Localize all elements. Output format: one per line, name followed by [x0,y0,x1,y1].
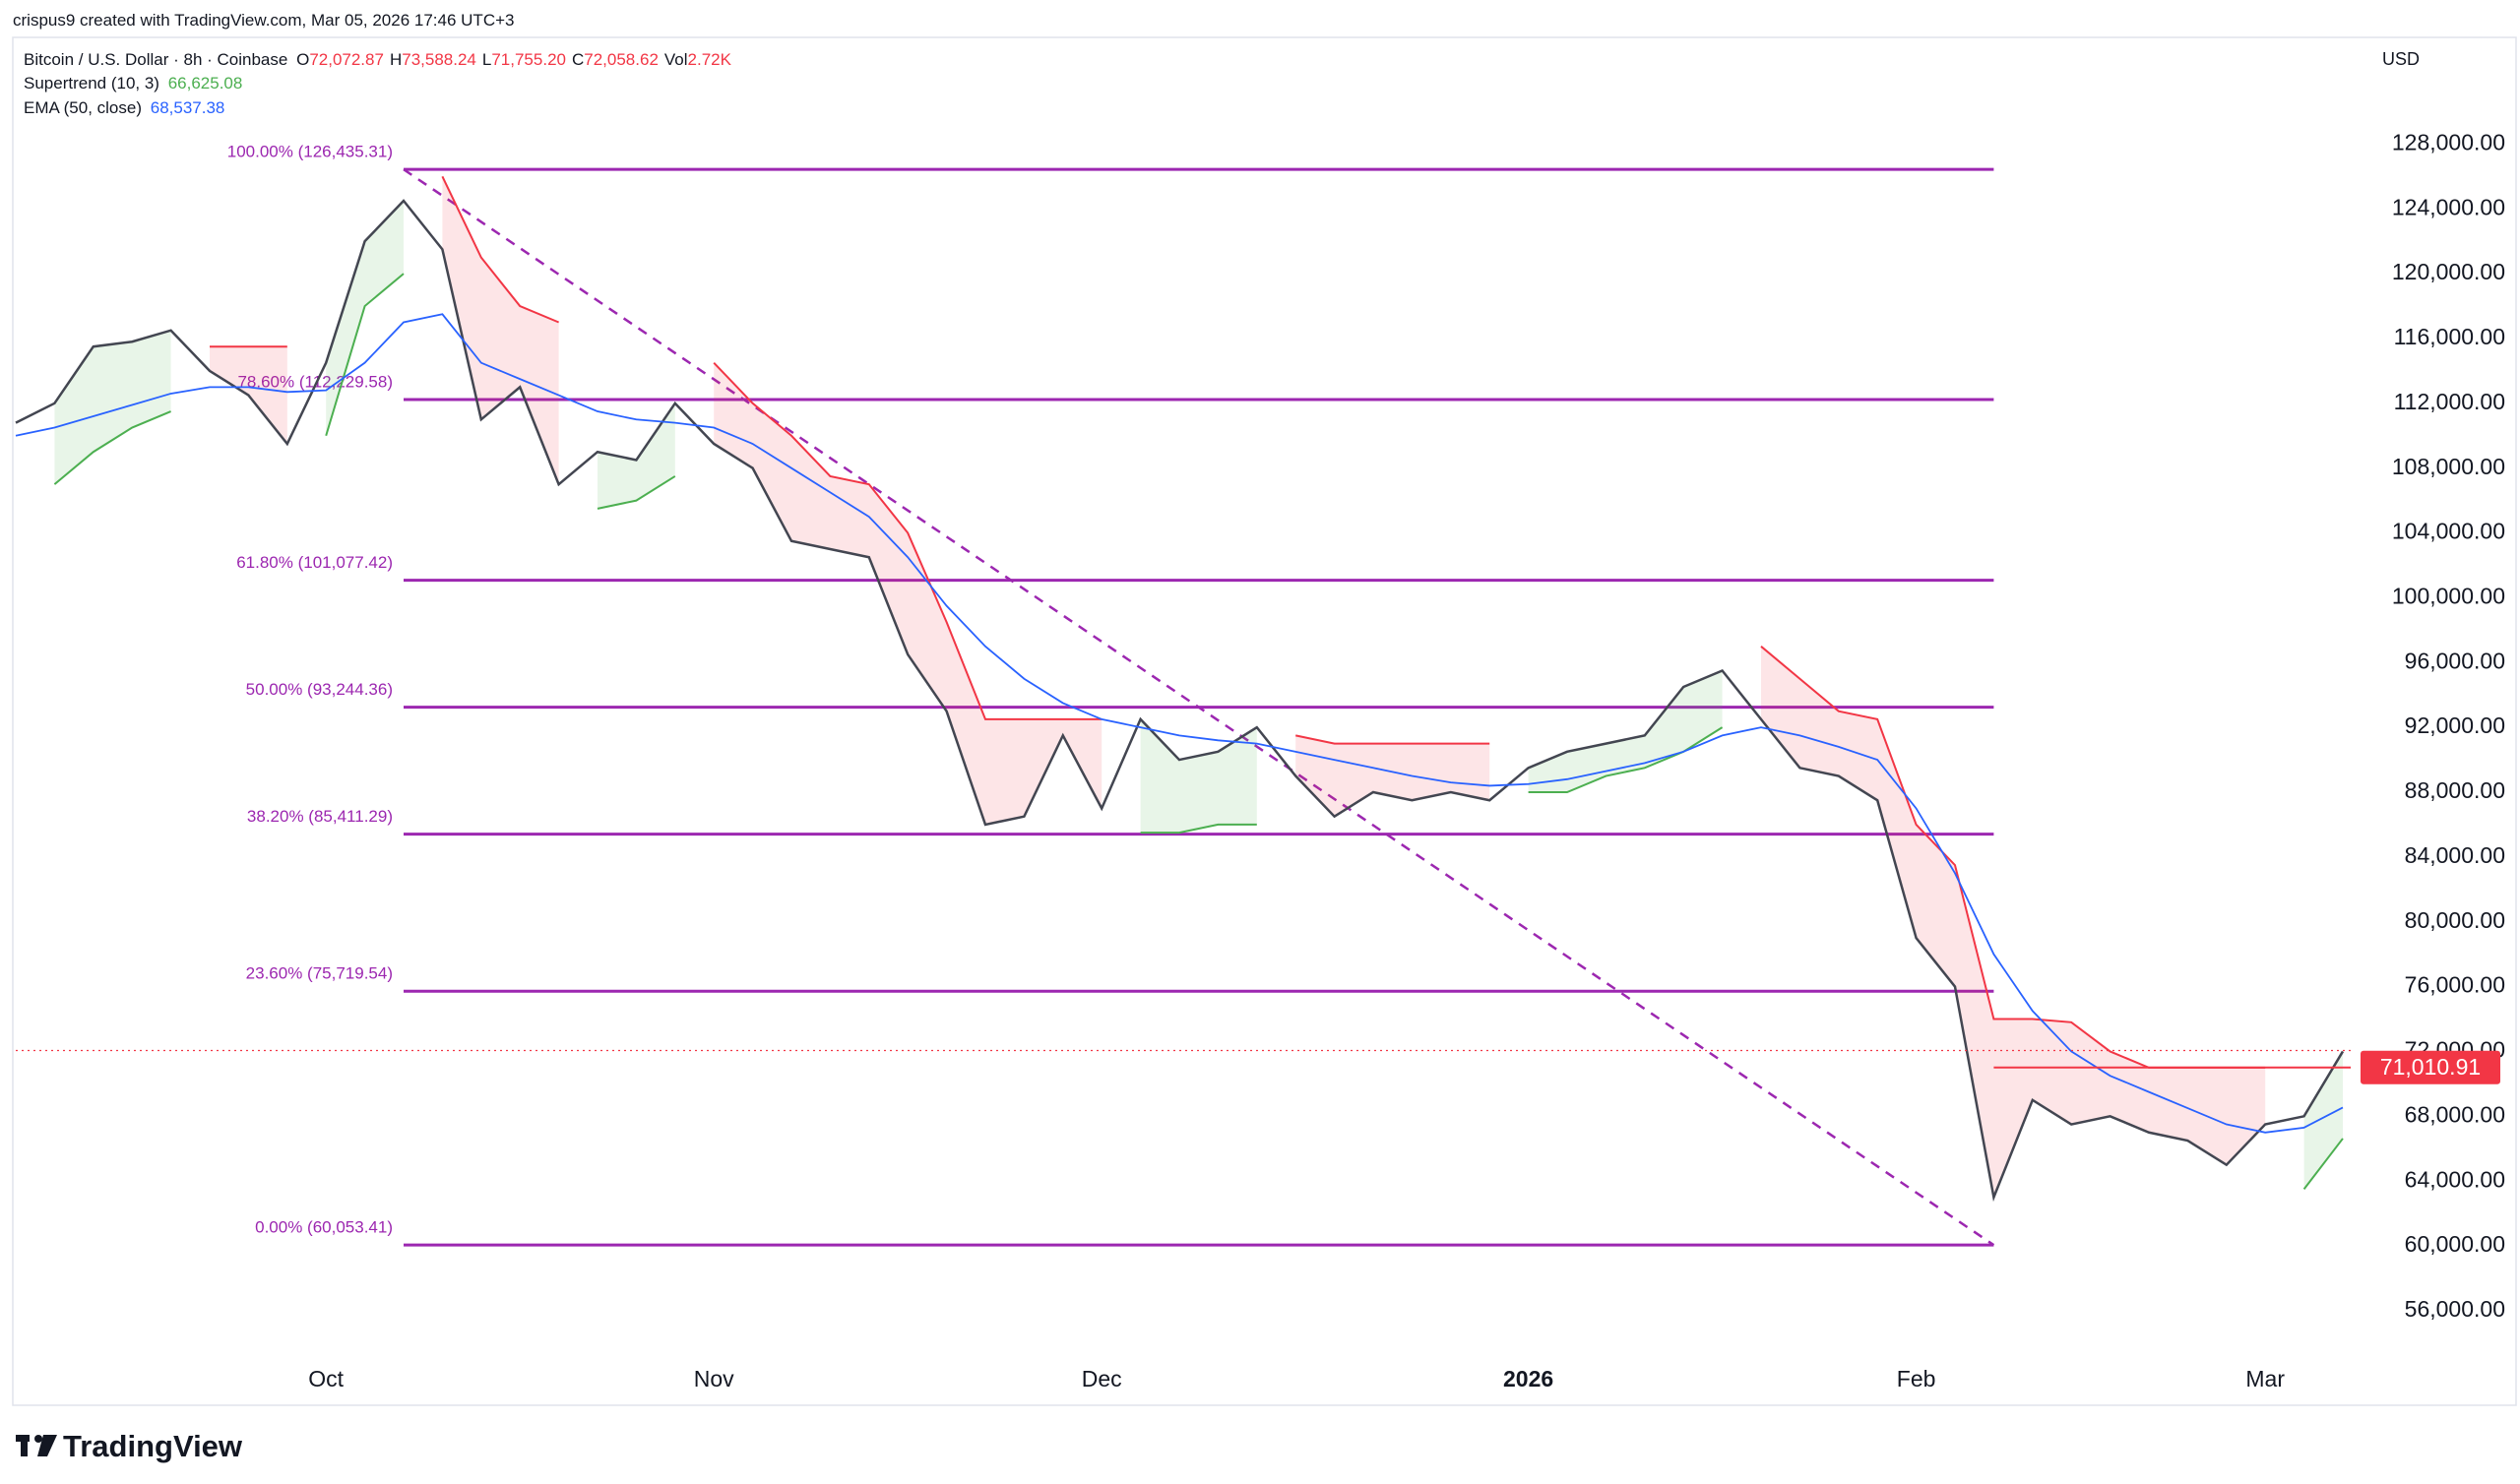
x-tick-label: Oct [308,1366,344,1391]
logo-mark [21,1435,28,1456]
supertrend-line [1528,726,1724,793]
supertrend-line [597,475,676,510]
supertrend-fill [326,201,404,436]
logo: TradingView [16,1429,243,1463]
ohlc-value: 2.72K [687,50,731,69]
legend-value: 68,537.38 [150,98,225,117]
x-tick-label: 2026 [1503,1366,1553,1391]
supertrend-fill [1761,646,2266,1198]
currency: USD [2382,49,2421,69]
supertrend-line [1294,734,1490,745]
y-tick-label: 76,000.00 [2405,972,2505,998]
y-tick-label: 96,000.00 [2405,648,2505,673]
x-tick-label: Dec [1082,1366,1122,1391]
y-tick-label: 124,000.00 [2392,194,2505,219]
ohlc-value: 72,072.87 [309,50,384,69]
fib-label: 23.60% (75,719.54) [246,964,393,983]
supertrend-fill [1528,670,1723,792]
supertrend-fill [210,346,287,444]
brand: TradingView [63,1429,243,1463]
ohlc-value: 73,588.24 [402,50,476,69]
fib-trendline [403,168,1995,1247]
fib-label: 0.00% (60,053.41) [255,1218,393,1237]
ohlc-key: Vol [663,50,688,69]
legend-series: Bitcoin / U.S. Dollar · 8h · Coinbase [24,50,288,69]
supertrend-line [325,273,405,437]
ohlc-key: O [296,50,310,69]
supertrend-fill [2303,1051,2343,1190]
price-line [15,199,2345,1203]
supertrend-line [53,410,171,485]
y-tick-label: 92,000.00 [2405,712,2505,738]
supertrend-fill [442,176,559,485]
logo-mark [34,1435,42,1443]
supertrend-fill [714,362,1102,825]
ohlc-key: L [481,50,492,69]
y-tick-label: 88,000.00 [2405,777,2505,803]
x-tick-label: Nov [694,1366,734,1391]
logo-mark [37,1435,57,1456]
y-tick-label: 128,000.00 [2392,129,2505,155]
supertrend-fill [1140,718,1257,834]
fib-label: 100.00% (126,435.31) [227,143,393,161]
legend-series: EMA (50, close) [24,98,142,117]
fib-label: 50.00% (93,244.36) [246,680,393,699]
y-tick-label: 60,000.00 [2405,1231,2505,1257]
y-tick-label: 56,000.00 [2405,1296,2505,1322]
supertrend-line [713,361,1102,720]
supertrend-fill [598,402,675,509]
y-tick-label: 64,000.00 [2405,1166,2505,1192]
y-tick-label: 80,000.00 [2405,907,2505,933]
y-tick-label: 108,000.00 [2392,454,2505,479]
supertrend-line [441,175,559,324]
price-tag [2361,1050,2500,1084]
ohlc-key: C [571,50,585,69]
legend-ema: EMA (50, close) 68,537.38 [24,98,228,118]
y-tick-label: 100,000.00 [2392,583,2505,608]
legend-main: Bitcoin / U.S. Dollar · 8h · Coinbase O7… [24,50,741,70]
y-tick-label: 112,000.00 [2394,389,2505,414]
x-tick-label: Mar [2245,1366,2285,1391]
legend-value: 66,625.08 [167,74,243,93]
supertrend-line [1760,646,2266,1069]
price-tag-label: 71,010.91 [2380,1054,2481,1080]
ohlc: O72,072.87 H73,588.24 L71,755.20 C72,058.62… [296,50,737,69]
supertrend-line [1140,823,1257,835]
y-tick-label: 84,000.00 [2405,842,2505,868]
header: crispus9 created with TradingView.com, M… [13,11,515,30]
legend-supertrend: Supertrend (10, 3) 66,625.08 [24,74,246,93]
ohlc-value: 72,058.62 [584,50,659,69]
y-tick-label: 68,000.00 [2405,1101,2505,1127]
x-tick-label: Feb [1897,1366,1936,1391]
fib-label: 61.80% (101,077.42) [236,553,393,572]
ema-line [15,313,2344,1134]
supertrend-fill [1295,735,1490,817]
ohlc-value: 71,755.20 [491,50,566,69]
y-tick-label: 120,000.00 [2392,259,2505,284]
supertrend-line [2302,1138,2344,1191]
supertrend-fill [54,330,171,485]
ohlc-key: H [389,50,403,69]
legend-series: Supertrend (10, 3) [24,74,159,93]
y-tick-label: 116,000.00 [2394,324,2505,349]
fib-label: 78.60% (112,229.58) [237,373,393,392]
chart-frame [12,36,2517,1406]
fib-label: 38.20% (85,411.29) [247,807,393,826]
y-tick-label: 104,000.00 [2392,519,2505,544]
